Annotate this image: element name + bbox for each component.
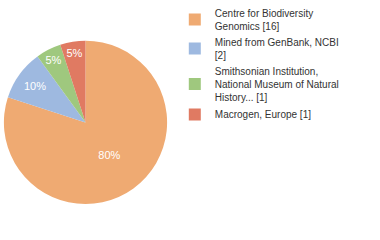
svg-text:5%: 5% xyxy=(45,54,61,66)
svg-text:10%: 10% xyxy=(24,80,46,92)
svg-text:Macrogen, Europe [1]: Macrogen, Europe [1] xyxy=(215,109,311,120)
svg-text:Centre for BiodiversityGenomic: Centre for BiodiversityGenomics [16] xyxy=(215,8,313,32)
svg-text:Mined from GenBank, NCBI[2]: Mined from GenBank, NCBI[2] xyxy=(215,37,339,61)
svg-text:80%: 80% xyxy=(98,149,120,161)
svg-text:Smithsonian Institution,Nation: Smithsonian Institution,National Museum … xyxy=(215,66,339,103)
svg-text:5%: 5% xyxy=(66,47,82,59)
